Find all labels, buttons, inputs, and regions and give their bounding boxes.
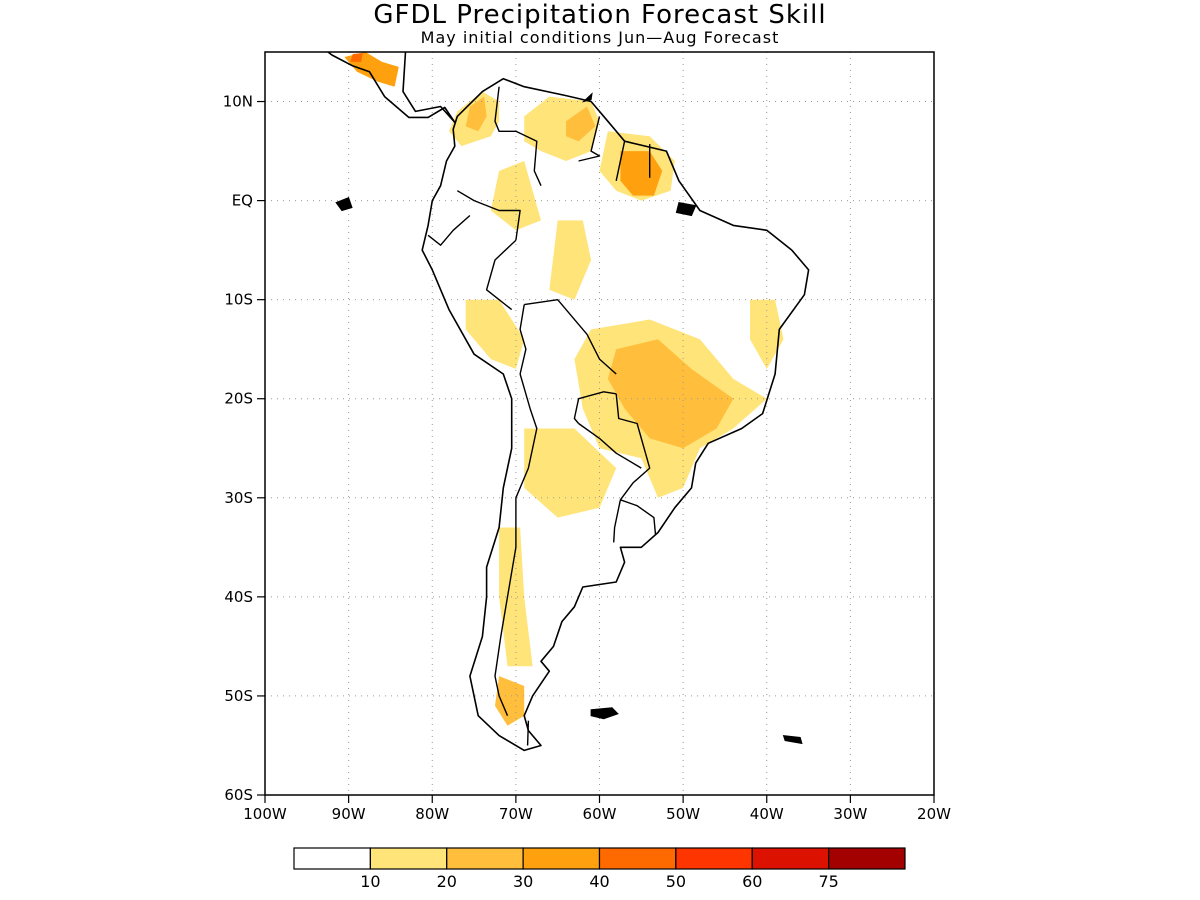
lon-tick-label: 60W: [583, 805, 617, 823]
colorbar-label: 60: [742, 872, 762, 891]
lon-tick-label: 50W: [666, 805, 700, 823]
chart-title: GFDL Precipitation Forecast Skill: [373, 0, 827, 30]
colorbar-swatch: [751, 847, 830, 870]
lat-tick-label: 10S: [224, 291, 253, 309]
skill-region-colombia-north-core: [465, 96, 487, 132]
border-bolivia-paraguay: [573, 391, 617, 424]
colorbar-label: 40: [589, 872, 609, 891]
lon-tick-label: 100W: [243, 805, 287, 823]
colorbar-label: 50: [666, 872, 686, 891]
colorbar-label: 30: [513, 872, 533, 891]
island-south-georgia: [782, 735, 803, 745]
colorbar-swatch: [293, 847, 371, 870]
colorbar-swatch: [828, 847, 906, 870]
border-uruguay-argentina: [613, 499, 622, 543]
skill-region-central-america-core: [350, 53, 363, 62]
lon-tick-label: 20W: [917, 805, 951, 823]
border-peru-bolivia: [519, 304, 527, 375]
border-colombia-venezuela: [494, 86, 542, 186]
colorbar-swatch: [522, 847, 601, 870]
colorbar: 10 20 30 40 50 60 75: [293, 847, 906, 891]
border-bolivia-brazil: [524, 299, 617, 375]
colorbar-swatch: [675, 847, 753, 870]
border-brazil-argentina: [619, 453, 651, 501]
lat-tick-label: 30S: [224, 489, 253, 507]
lon-tick-label: 40W: [750, 805, 784, 823]
lat-tick-label: 40S: [224, 588, 253, 606]
skill-region-chile-andes: [499, 527, 533, 667]
skill-region-patagonia: [495, 676, 525, 726]
coastlines: [326, 52, 810, 752]
border-chile-bolivia-argentina: [494, 373, 538, 716]
lat-tick-label: 50S: [224, 687, 253, 705]
border-argentina-paraguay: [578, 422, 642, 469]
lon-tick-label: 30W: [833, 805, 867, 823]
border-colombia-south: [456, 190, 521, 241]
chart-subtitle: May initial conditions Jun—Aug Forecast: [420, 28, 780, 47]
lat-tick-label: EQ: [232, 192, 253, 210]
border-tierra-del-fuego: [526, 720, 530, 746]
lon-tick-label: 90W: [332, 805, 366, 823]
lon-tick-label: 80W: [415, 805, 449, 823]
island-marajo: [675, 202, 697, 217]
skill-region-chaco: [524, 428, 617, 518]
skill-region-central-amazon: [549, 220, 592, 300]
border-paraguay-brazil: [615, 393, 647, 454]
island-trinidad: [581, 92, 593, 103]
lat-tick-label: 10N: [223, 93, 253, 111]
border-guyana-suriname: [615, 141, 626, 181]
skill-region-guianas-core: [620, 151, 663, 196]
colorbar-label: 10: [360, 872, 380, 891]
country-borders: [427, 86, 657, 746]
lat-tick-label: 20S: [224, 390, 253, 408]
skill-region-western-amazon: [490, 161, 541, 231]
skill-region-venezuela-core: [566, 106, 596, 142]
coastline-south-america: [421, 77, 810, 752]
skill-region-central-brazil-core: [607, 339, 734, 449]
border-peru-brazil: [485, 239, 517, 311]
lon-tick-label: 70W: [499, 805, 533, 823]
colorbar-label: 20: [437, 872, 457, 891]
island-falklands: [590, 707, 619, 720]
lat-tick-label: 60S: [224, 786, 253, 804]
colorbar-swatch: [369, 847, 448, 870]
skill-shading-layer: [344, 52, 784, 726]
island-galapagos: [335, 196, 353, 212]
border-uruguay-brazil: [620, 499, 657, 535]
coastline-central-america: [326, 52, 456, 124]
border-venezuela-guyana: [578, 116, 601, 162]
colorbar-swatch: [446, 847, 524, 870]
border-ecuador-peru: [427, 214, 471, 246]
skill-region-peru-bolivia: [465, 299, 525, 369]
colorbar-swatch: [598, 847, 677, 870]
colorbar-label: 75: [818, 872, 838, 891]
